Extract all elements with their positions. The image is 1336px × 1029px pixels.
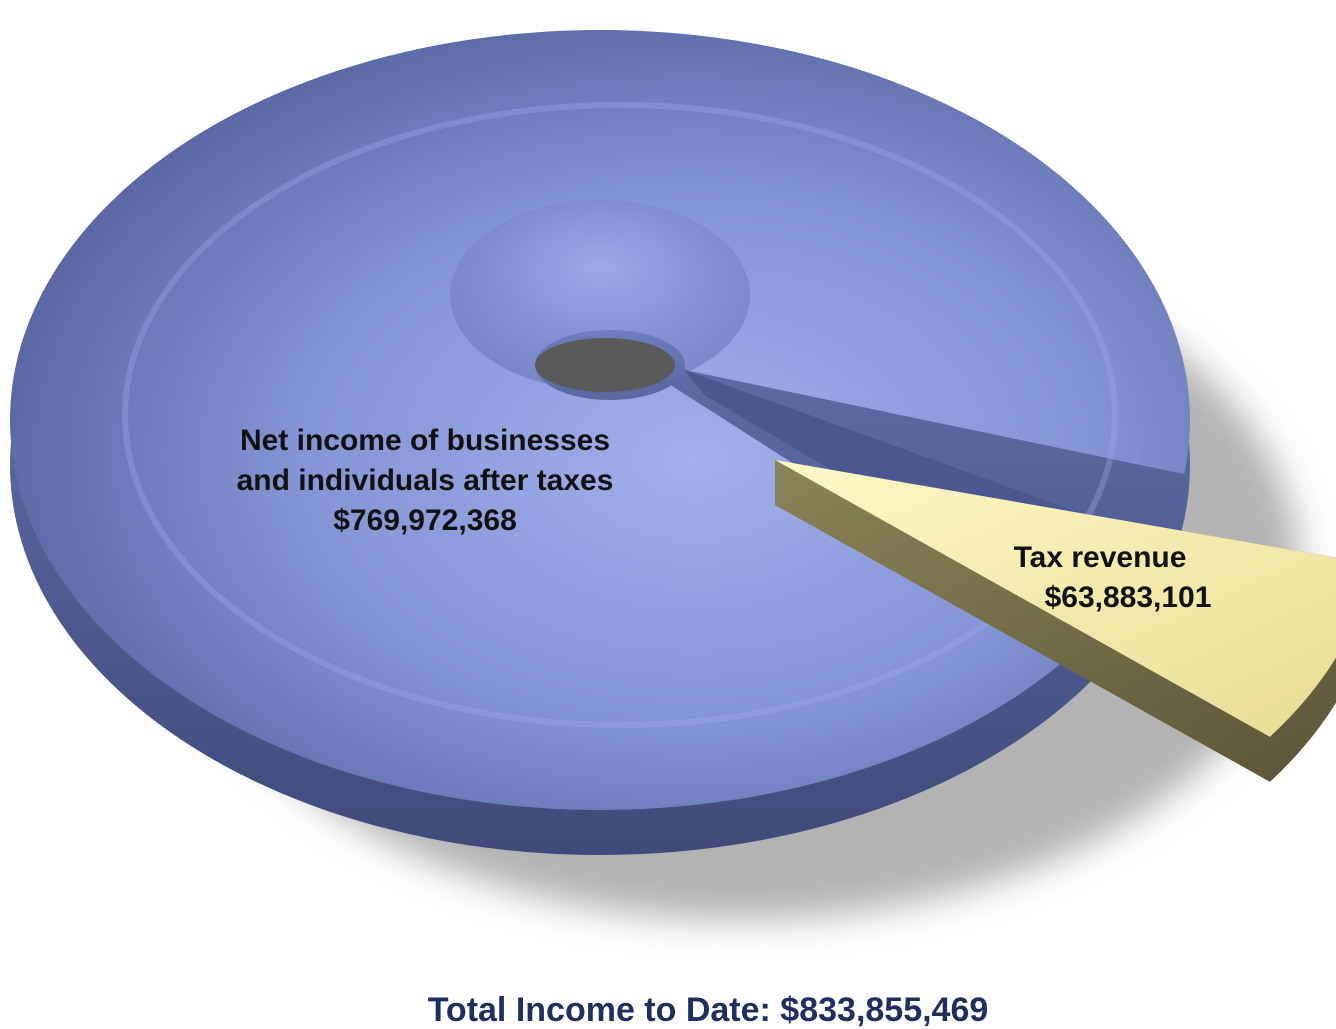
donut-hole xyxy=(535,338,675,392)
slice-label-net-income: Net income of businesses xyxy=(240,424,610,457)
total-income-label: Total Income to Date: $833,855,469 xyxy=(428,991,989,1029)
donut-hole-dimple xyxy=(450,200,750,390)
slice-label-net-income: and individuals after taxes xyxy=(237,464,614,497)
donut-bevel xyxy=(122,102,1118,728)
slice-value-net-income: $769,972,368 xyxy=(333,504,517,537)
slice-label-tax-revenue: Tax revenue xyxy=(1014,541,1187,574)
slice-value-tax-revenue: $63,883,101 xyxy=(1045,581,1212,614)
slice-net-income xyxy=(10,29,1191,810)
slice-tax-revenue xyxy=(775,460,1336,737)
